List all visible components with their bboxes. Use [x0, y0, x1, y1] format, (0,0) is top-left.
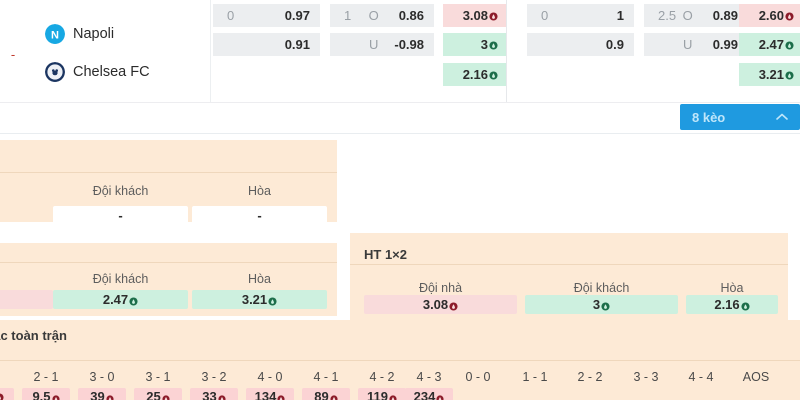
svg-text:N: N — [51, 30, 59, 42]
